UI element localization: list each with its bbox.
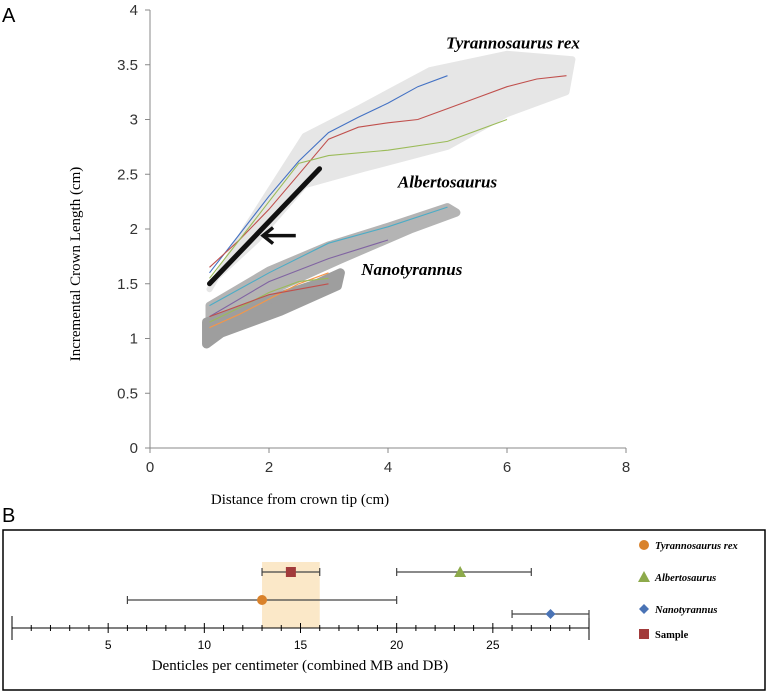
axis-b: 5 10 15 20 25 xyxy=(11,616,590,652)
x-tick-label: 6 xyxy=(503,459,511,476)
legend-item: Sample xyxy=(639,629,689,641)
data-points xyxy=(126,566,590,619)
x-axis-title-b: Denticles per centimeter (combined MB an… xyxy=(152,658,449,674)
series-lines xyxy=(209,75,567,329)
x-tick-label: 2 xyxy=(265,459,273,476)
panel-b: B 5 10 15 20 25 Tyrannosaurus rex Albertosaur… xyxy=(2,505,766,691)
x-tick-label-b: 10 xyxy=(198,638,212,652)
series-line-3 xyxy=(209,118,508,279)
x-tick-label-b: 5 xyxy=(105,638,112,652)
series-line-2 xyxy=(209,75,567,268)
x-tick-label: 4 xyxy=(384,459,392,476)
y-tick-label: 1 xyxy=(130,331,138,348)
panel-b-label: B xyxy=(2,505,15,527)
x-tick-label-b: 25 xyxy=(486,638,500,652)
legend: Tyrannosaurus rex Albertosaurus Nanotyrann… xyxy=(638,540,738,641)
annotations xyxy=(207,166,323,287)
y-tick-label: 3.5 xyxy=(117,57,138,74)
series-line-7 xyxy=(209,277,329,323)
data-point-triangle xyxy=(454,566,467,577)
y-tick-label: 0 xyxy=(130,440,138,457)
legend-label: Sample xyxy=(655,630,689,641)
legend-marker-triangle xyxy=(638,571,650,582)
slope-line xyxy=(207,166,323,287)
y-axis-title: Incremental Crown Length (cm) xyxy=(68,167,84,362)
series-line-1 xyxy=(209,75,448,274)
group-labels: Tyrannosaurus rex Albertosaurus Nanotyrann… xyxy=(360,33,580,279)
point-group xyxy=(511,609,590,619)
envelope-trex xyxy=(206,50,576,293)
legend-marker-circle xyxy=(639,540,649,550)
y-tick-label: 4 xyxy=(130,2,138,19)
data-point-square xyxy=(285,567,296,577)
point-group xyxy=(396,566,532,577)
x-tick-label-b: 20 xyxy=(390,638,404,652)
legend-marker-square xyxy=(639,629,649,639)
panel-a-label: A xyxy=(2,5,16,27)
legend-marker-diamond xyxy=(639,604,649,614)
legend-item: Tyrannosaurus rex xyxy=(639,540,738,552)
x-axis-title: Distance from crown tip (cm) xyxy=(211,492,389,508)
envelope-nanotyrannus xyxy=(202,268,345,349)
legend-label: Albertosaurus xyxy=(654,573,716,584)
x-tick-label-b: 15 xyxy=(294,638,308,652)
y-tick-label: 2.5 xyxy=(117,166,138,183)
panel-b-frame xyxy=(2,529,766,691)
legend-item: Nanotyrannus xyxy=(639,604,717,616)
legend-item: Albertosaurus xyxy=(638,571,716,584)
y-tick-label: 0.5 xyxy=(117,385,138,402)
group-label: Nanotyrannus xyxy=(360,260,462,279)
series-line-5 xyxy=(209,239,389,318)
x-tick-label: 0 xyxy=(146,459,154,476)
x-tick-label: 8 xyxy=(622,459,630,476)
group-label: Tyrannosaurus rex xyxy=(446,33,580,52)
axis-ticks: 0 2 4 6 8 0 0.5 1 1.5 2 2.5 3 3.5 4 xyxy=(117,2,630,476)
legend-label: Nanotyrannus xyxy=(654,605,717,616)
series-line-4 xyxy=(209,206,448,307)
y-tick-label: 2 xyxy=(130,221,138,238)
data-point-diamond xyxy=(545,609,556,619)
shaded-envelopes xyxy=(202,50,576,349)
series-line-8 xyxy=(209,283,329,318)
arrow-icon xyxy=(260,226,296,245)
point-group xyxy=(126,595,398,605)
legend-label: Tyrannosaurus rex xyxy=(655,541,738,552)
y-tick-label: 1.5 xyxy=(117,276,138,293)
point-group xyxy=(261,567,321,577)
data-point-circle xyxy=(257,595,268,605)
y-tick-label: 3 xyxy=(130,112,138,129)
panel-a: A 0 2 4 6 8 0 0.5 1 1.5 2 2.5 3 3.5 4 Distance from c… xyxy=(2,2,630,508)
group-label: Albertosaurus xyxy=(397,172,498,191)
